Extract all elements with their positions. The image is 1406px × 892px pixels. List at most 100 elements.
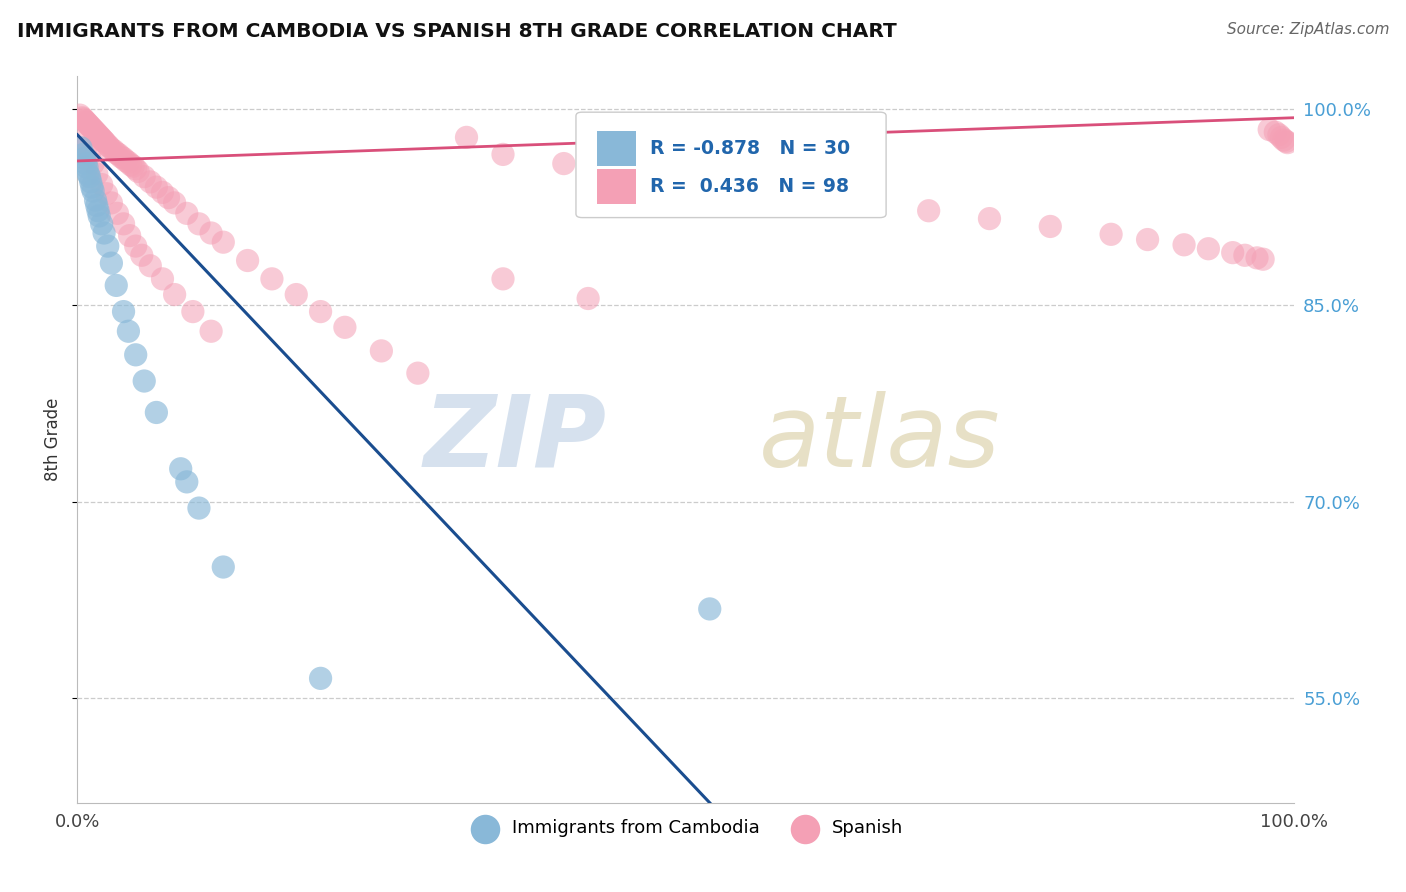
Point	[79, 147, 101, 161]
Point	[80, 175, 103, 189]
Point	[131, 248, 153, 262]
Point	[1268, 128, 1291, 142]
Point	[90, 217, 112, 231]
Point	[70, 134, 93, 148]
Point	[260, 272, 283, 286]
Point	[145, 405, 167, 419]
Point	[122, 159, 145, 173]
Point	[96, 186, 118, 201]
Point	[73, 113, 96, 128]
Point	[139, 259, 162, 273]
Point	[152, 272, 174, 286]
Point	[212, 560, 235, 574]
Point	[1258, 122, 1281, 136]
Text: Source: ZipAtlas.com: Source: ZipAtlas.com	[1226, 22, 1389, 37]
Point	[1275, 134, 1298, 148]
Point	[918, 203, 941, 218]
Point	[406, 366, 429, 380]
Point	[103, 144, 125, 158]
Point	[84, 125, 107, 139]
Point	[89, 130, 111, 145]
Point	[675, 172, 697, 186]
Point	[105, 146, 128, 161]
Point	[1246, 251, 1268, 265]
Point	[100, 142, 122, 156]
Point	[80, 121, 103, 136]
Point	[110, 150, 132, 164]
Y-axis label: 8th Grade: 8th Grade	[44, 398, 62, 481]
Point	[309, 671, 332, 685]
Point	[285, 287, 308, 301]
Point	[90, 178, 112, 192]
Point	[139, 175, 162, 189]
Point	[1264, 125, 1286, 139]
Point	[112, 304, 135, 318]
Point	[97, 239, 120, 253]
Point	[796, 188, 818, 202]
Point	[1099, 227, 1122, 242]
Point	[163, 195, 186, 210]
Text: R =  0.436   N = 98: R = 0.436 N = 98	[650, 177, 849, 196]
Point	[107, 147, 129, 161]
Point	[333, 320, 356, 334]
Point	[112, 217, 135, 231]
Point	[105, 278, 128, 293]
Point	[69, 108, 91, 122]
Point	[613, 164, 636, 178]
FancyBboxPatch shape	[596, 169, 636, 203]
Point	[553, 156, 575, 170]
Text: ZIP: ZIP	[423, 391, 606, 488]
Point	[157, 191, 180, 205]
Text: IMMIGRANTS FROM CAMBODIA VS SPANISH 8TH GRADE CORRELATION CHART: IMMIGRANTS FROM CAMBODIA VS SPANISH 8TH …	[17, 22, 897, 41]
FancyBboxPatch shape	[596, 131, 636, 166]
Point	[188, 217, 211, 231]
Text: atlas: atlas	[758, 391, 1000, 488]
Point	[370, 343, 392, 358]
Point	[100, 195, 122, 210]
Point	[80, 120, 103, 134]
Point	[112, 152, 135, 166]
Point	[87, 128, 110, 142]
Point	[82, 122, 104, 136]
Point	[125, 239, 148, 253]
Point	[127, 164, 149, 178]
Point	[1039, 219, 1062, 234]
Point	[107, 206, 129, 220]
Point	[79, 169, 101, 184]
Point	[100, 256, 122, 270]
Point	[176, 475, 198, 489]
Point	[200, 324, 222, 338]
Point	[75, 156, 97, 170]
Point	[89, 129, 111, 144]
Point	[1173, 237, 1195, 252]
Point	[77, 167, 100, 181]
Point	[76, 116, 98, 130]
Point	[1277, 136, 1299, 150]
Point	[84, 194, 107, 208]
Point	[152, 186, 174, 200]
Point	[120, 158, 142, 172]
Point	[117, 155, 139, 169]
Point	[117, 324, 139, 338]
Point	[1136, 233, 1159, 247]
Point	[699, 602, 721, 616]
Point	[181, 304, 204, 318]
Point	[86, 167, 108, 181]
Point	[89, 209, 111, 223]
Point	[86, 198, 108, 212]
Point	[75, 114, 97, 128]
Point	[134, 169, 156, 184]
Point	[91, 133, 114, 147]
Point	[1233, 248, 1256, 262]
Point	[188, 501, 211, 516]
Point	[134, 374, 156, 388]
Point	[309, 304, 332, 318]
Point	[73, 152, 96, 166]
Point	[492, 147, 515, 161]
Point	[83, 124, 105, 138]
Point	[200, 226, 222, 240]
Point	[90, 131, 112, 145]
FancyBboxPatch shape	[576, 112, 886, 218]
Point	[163, 287, 186, 301]
Point	[70, 141, 93, 155]
